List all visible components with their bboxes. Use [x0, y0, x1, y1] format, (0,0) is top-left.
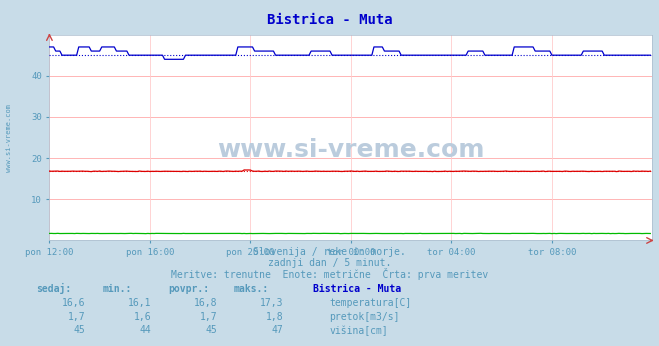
- Text: 47: 47: [272, 326, 283, 335]
- Text: 1,7: 1,7: [68, 312, 86, 321]
- Text: maks.:: maks.:: [234, 284, 269, 294]
- Text: 1,7: 1,7: [200, 312, 217, 321]
- Text: povpr.:: povpr.:: [168, 284, 209, 294]
- Text: 16,8: 16,8: [194, 298, 217, 308]
- Text: www.si-vreme.com: www.si-vreme.com: [5, 104, 12, 172]
- Text: Meritve: trenutne  Enote: metrične  Črta: prva meritev: Meritve: trenutne Enote: metrične Črta: …: [171, 268, 488, 280]
- Text: pretok[m3/s]: pretok[m3/s]: [330, 312, 400, 321]
- Text: Bistrica - Muta: Bistrica - Muta: [267, 13, 392, 27]
- Text: 44: 44: [140, 326, 152, 335]
- Text: 1,8: 1,8: [266, 312, 283, 321]
- Text: sedaj:: sedaj:: [36, 283, 71, 294]
- Text: 45: 45: [206, 326, 217, 335]
- Text: 17,3: 17,3: [260, 298, 283, 308]
- Text: Slovenija / reke in morje.: Slovenija / reke in morje.: [253, 247, 406, 257]
- Text: www.si-vreme.com: www.si-vreme.com: [217, 138, 484, 162]
- Text: Bistrica - Muta: Bistrica - Muta: [313, 284, 401, 294]
- Text: temperatura[C]: temperatura[C]: [330, 298, 412, 308]
- Text: min.:: min.:: [102, 284, 132, 294]
- Text: zadnji dan / 5 minut.: zadnji dan / 5 minut.: [268, 258, 391, 268]
- Text: višina[cm]: višina[cm]: [330, 325, 388, 336]
- Text: 16,6: 16,6: [62, 298, 86, 308]
- Text: 1,6: 1,6: [134, 312, 152, 321]
- Text: 16,1: 16,1: [128, 298, 152, 308]
- Text: 45: 45: [74, 326, 86, 335]
